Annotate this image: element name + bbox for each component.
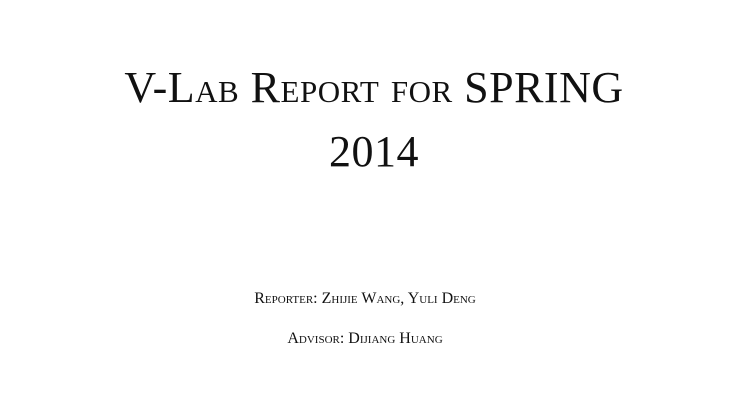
advisor-line: Advisor: Dijiang Huang <box>287 330 443 347</box>
reporter-line: Reporter: Zhijie Wang, Yuli Deng <box>254 290 476 307</box>
document-title-line-2: 2014 <box>329 127 419 176</box>
document-title-line-1: V-Lab Report for SPRING <box>124 63 624 112</box>
